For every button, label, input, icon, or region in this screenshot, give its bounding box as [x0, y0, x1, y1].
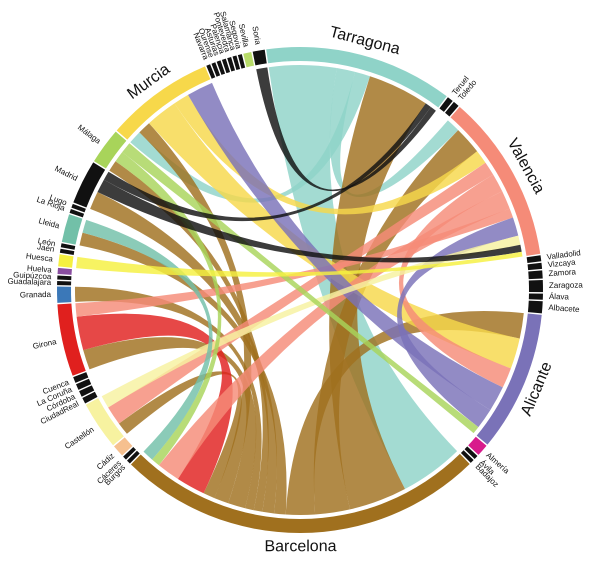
node-label: Zamora	[548, 267, 577, 278]
ribbon	[90, 192, 277, 514]
node-arc	[528, 279, 543, 293]
ribbon	[285, 310, 524, 515]
node-arc	[527, 262, 543, 271]
node-arc	[57, 267, 72, 275]
node-arc	[528, 270, 543, 280]
node-arc	[464, 446, 478, 459]
node-label: Lleida	[38, 216, 61, 230]
node-arc	[57, 303, 86, 376]
node-arc	[116, 66, 211, 140]
node-arc	[445, 101, 459, 117]
node-arc	[123, 447, 136, 460]
node-label: Vizcaya	[547, 258, 576, 270]
node-label: Barcelona	[264, 538, 336, 555]
node-arc	[61, 214, 83, 245]
node-arc	[57, 280, 72, 286]
ribbon	[158, 191, 510, 479]
ribbon	[139, 123, 252, 504]
node-arc	[130, 453, 470, 533]
node-arc	[73, 372, 89, 383]
ribbon	[83, 337, 257, 509]
node-arc	[526, 255, 542, 263]
node-arc	[57, 275, 72, 281]
node-arc	[266, 47, 447, 108]
node-label: León	[37, 236, 56, 248]
node-label: Huelva	[27, 264, 53, 275]
node-label: Málaga	[76, 123, 103, 146]
node-label: Álava	[549, 292, 570, 302]
node-label: Guadalajara	[7, 277, 51, 287]
node-arc	[71, 203, 86, 213]
ribbon	[109, 161, 269, 512]
node-label: Jaén	[36, 242, 55, 254]
node-arc	[476, 313, 542, 445]
node-arc	[450, 106, 541, 256]
node-label: Albacete	[548, 303, 580, 314]
node-arc	[114, 437, 133, 456]
node-label: Madrid	[53, 164, 79, 183]
node-arc	[468, 436, 487, 455]
node-arc	[79, 385, 95, 397]
ribbon	[398, 174, 511, 388]
ribbon	[188, 82, 503, 411]
node-label: Castellón	[63, 425, 96, 451]
ribbon	[108, 162, 494, 424]
node-arc	[528, 293, 543, 300]
node-arc	[206, 64, 216, 79]
node-label: Granada	[20, 290, 52, 300]
node-arc	[85, 398, 124, 446]
node-label: Zaragoza	[549, 281, 583, 291]
ribbon	[76, 251, 523, 277]
ribbon	[75, 208, 514, 317]
node-label: Valladolid	[546, 248, 581, 261]
node-arc	[94, 131, 127, 169]
ribbon	[397, 217, 519, 428]
node-arc	[439, 97, 453, 112]
ribbon	[97, 179, 522, 263]
ribbon	[149, 103, 520, 369]
node-arc	[60, 243, 76, 250]
node-arc	[221, 58, 231, 74]
node-arc	[237, 54, 246, 69]
node-arc	[59, 248, 75, 255]
node-arc	[460, 450, 474, 463]
node-arc	[73, 162, 106, 208]
node-label: Huesca	[25, 251, 54, 263]
node-label: Guipúzcoa	[13, 270, 52, 281]
node-arc	[527, 300, 543, 314]
node-arc	[227, 56, 236, 72]
node-arc	[76, 378, 92, 390]
node-arc	[58, 254, 74, 268]
ribbons	[74, 64, 524, 515]
node-arc	[57, 286, 72, 303]
node-arc	[211, 62, 221, 77]
ribbon	[256, 67, 436, 192]
node-arc	[82, 391, 98, 404]
node-arc	[126, 450, 140, 464]
ribbon	[76, 313, 233, 494]
node-arc	[252, 49, 267, 66]
node-arc	[216, 60, 226, 75]
ribbon	[118, 371, 242, 499]
node-label: Girona	[32, 337, 58, 351]
node-label: Soria	[250, 25, 262, 45]
node-arc	[232, 55, 241, 71]
node-arc	[69, 209, 85, 218]
node-arc	[243, 51, 255, 68]
